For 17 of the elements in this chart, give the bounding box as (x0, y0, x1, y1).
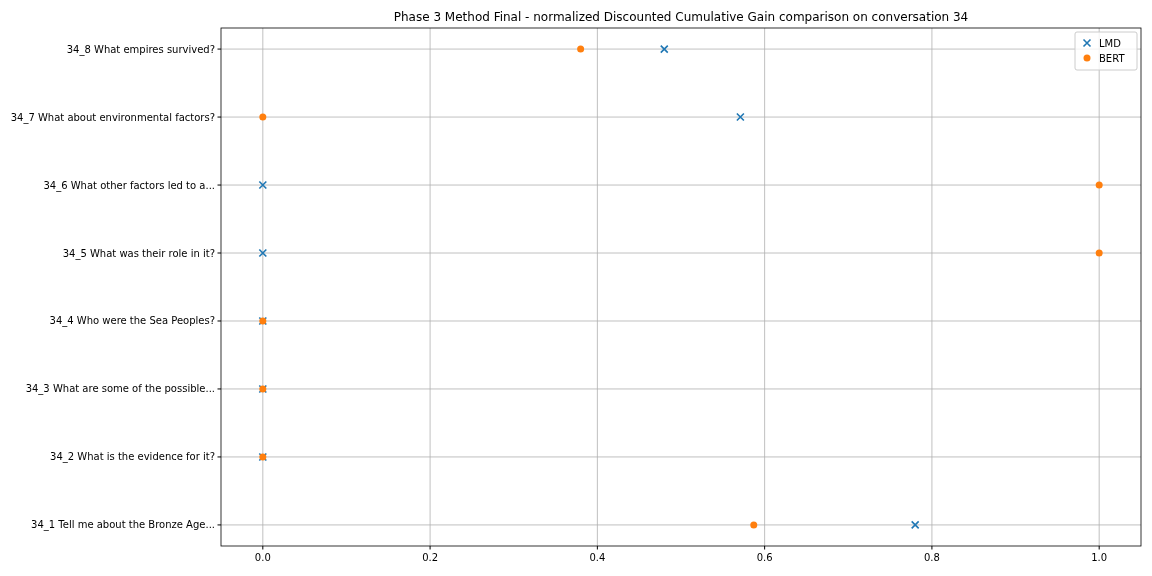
x-tick-label: 0.0 (254, 552, 271, 563)
x-tick-label: 0.2 (422, 552, 439, 563)
y-tick-label: 34_2 What is the evidence for it? (50, 451, 215, 464)
y-tick-label: 34_1 Tell me about the Bronze Age... (31, 519, 215, 532)
legend-label: BERT (1099, 53, 1126, 64)
y-tick-label: 34_7 What about environmental factors? (10, 111, 215, 124)
y-tick-label: 34_8 What empires survived? (66, 43, 215, 56)
legend-label: LMD (1099, 38, 1122, 49)
chart-title: Phase 3 Method Final - normalized Discounted Cumulative Gain comparison on conversation 34 (393, 10, 969, 24)
y-tick-label: 34_5 What was their role in it? (62, 247, 215, 260)
x-tick-label: 0.8 (923, 552, 940, 563)
y-tick-label: 34_3 What are some of the possible... (25, 383, 215, 396)
y-tick-label: 34_4 Who were the Sea Peoples? (49, 315, 215, 328)
x-tick-label: 0.6 (756, 552, 773, 563)
x-tick-label: 1.0 (1091, 552, 1108, 563)
y-tick-label: 34_6 What other factors led to a... (43, 179, 215, 192)
x-tick-label: 0.4 (589, 552, 606, 563)
